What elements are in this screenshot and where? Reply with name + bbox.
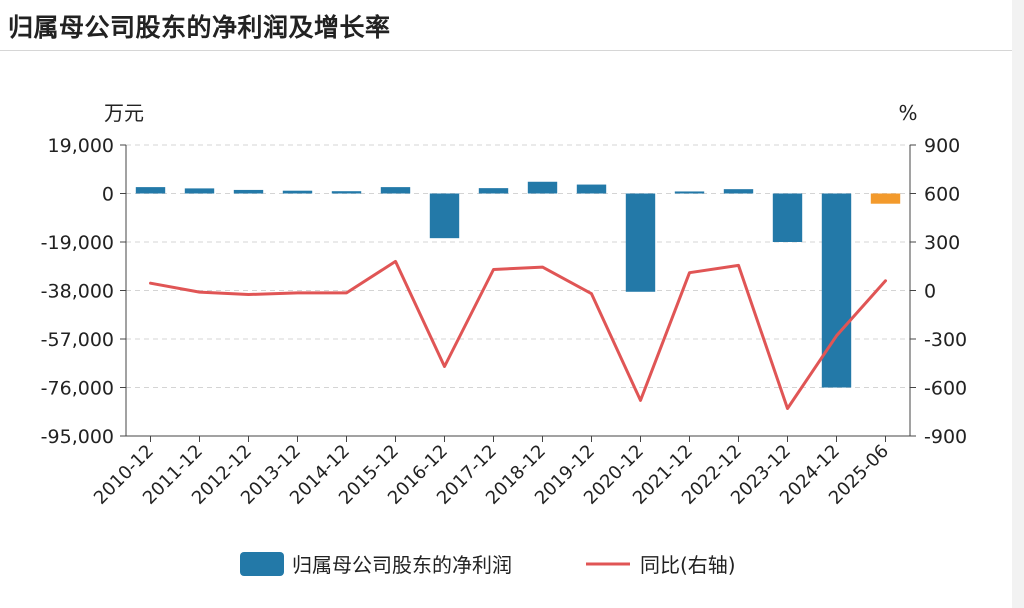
left-tick-label: -38,000 [41,281,114,303]
right-tick-label: -900 [924,426,967,448]
chart-header: 归属母公司股东的净利润及增长率 [0,0,1012,51]
left-axis-unit: 万元 [104,101,144,125]
bar [233,189,264,194]
left-tick-label: -76,000 [41,378,114,400]
chart-title: 归属母公司股东的净利润及增长率 [8,13,391,42]
left-tick-label: 19,000 [48,135,114,157]
bar [772,193,803,242]
bar [184,188,215,194]
left-tick-label: -19,000 [41,232,114,254]
bar [331,191,362,194]
bar [282,190,313,194]
bar [870,193,901,204]
line-series [149,259,887,410]
left-tick-label: -57,000 [41,329,114,351]
bar [527,181,558,194]
right-axis-unit: % [898,101,917,125]
left-tick-label: 0 [102,184,114,206]
bar [625,193,656,292]
legend-label-line: 同比(右轴) [640,553,736,577]
bar [429,193,460,239]
bar [576,184,607,194]
legend: 归属母公司股东的净利润 同比(右轴) [240,552,736,577]
bar [723,189,754,194]
bar [821,193,852,388]
legend-swatch-bar [240,552,284,576]
bar [478,188,509,194]
yoy-line [149,259,887,410]
right-tick-label: -300 [924,329,967,351]
right-tick-label: 300 [924,232,960,254]
scroll-edge [1012,0,1024,608]
bar-series [135,181,901,388]
grid-lines [126,144,910,437]
legend-label-bar: 归属母公司股东的净利润 [292,553,512,577]
bar [380,187,411,194]
right-tick-label: 0 [924,281,936,303]
bar [674,191,705,194]
right-tick-label: 600 [924,184,960,206]
right-tick-label: 900 [924,135,960,157]
right-tick-label: -600 [924,378,967,400]
left-tick-label: -95,000 [41,426,114,448]
bar [135,187,166,194]
